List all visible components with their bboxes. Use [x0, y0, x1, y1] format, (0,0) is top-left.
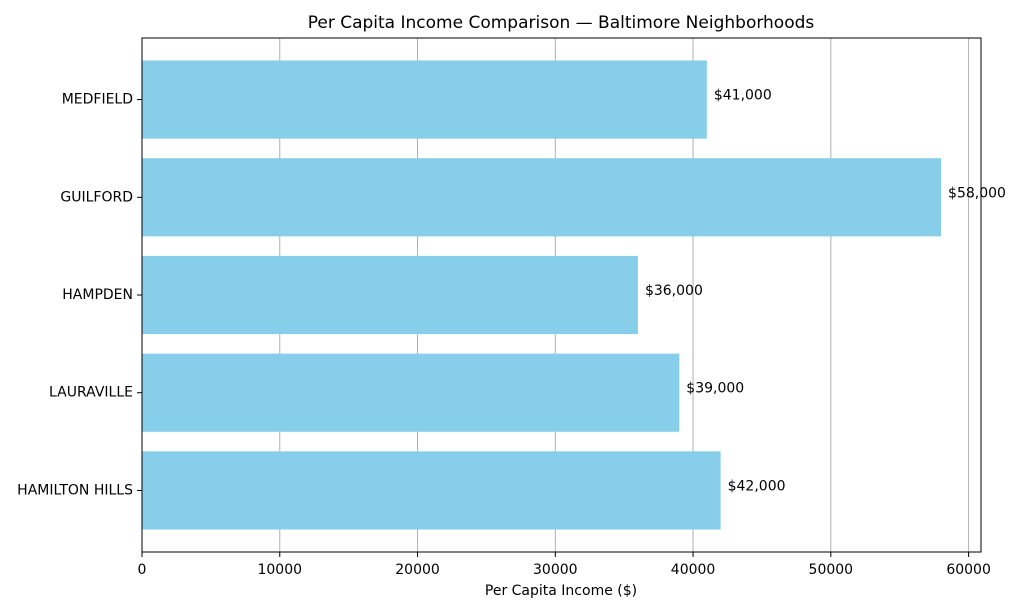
y-tick-label: HAMILTON HILLS	[17, 482, 133, 498]
x-tick-label: 10000	[257, 562, 302, 578]
chart-title: Per Capita Income Comparison — Baltimore…	[308, 13, 815, 33]
x-tick-label: 30000	[533, 562, 578, 578]
bar	[142, 60, 707, 139]
x-tick-label: 0	[138, 562, 147, 578]
value-label: $58,000	[948, 185, 1006, 201]
value-label: $39,000	[686, 381, 744, 397]
y-tick-label: HAMPDEN	[62, 287, 133, 303]
bar	[142, 451, 721, 530]
bar	[142, 158, 942, 237]
value-label: $41,000	[714, 88, 772, 104]
value-label: $36,000	[645, 283, 703, 299]
y-tick-label: MEDFIELD	[62, 92, 133, 108]
x-tick-label: 60000	[946, 562, 991, 578]
x-tick-label: 50000	[809, 562, 854, 578]
x-tick-label: 40000	[671, 562, 716, 578]
x-axis-label: Per Capita Income ($)	[485, 583, 637, 599]
plot-frame	[141, 37, 982, 553]
value-label: $42,000	[728, 478, 786, 494]
bar	[142, 353, 680, 432]
y-tick-label: GUILFORD	[60, 189, 133, 205]
x-tick-label: 20000	[395, 562, 440, 578]
bar	[142, 255, 638, 335]
y-tick-label: LAURAVILLE	[49, 385, 133, 401]
